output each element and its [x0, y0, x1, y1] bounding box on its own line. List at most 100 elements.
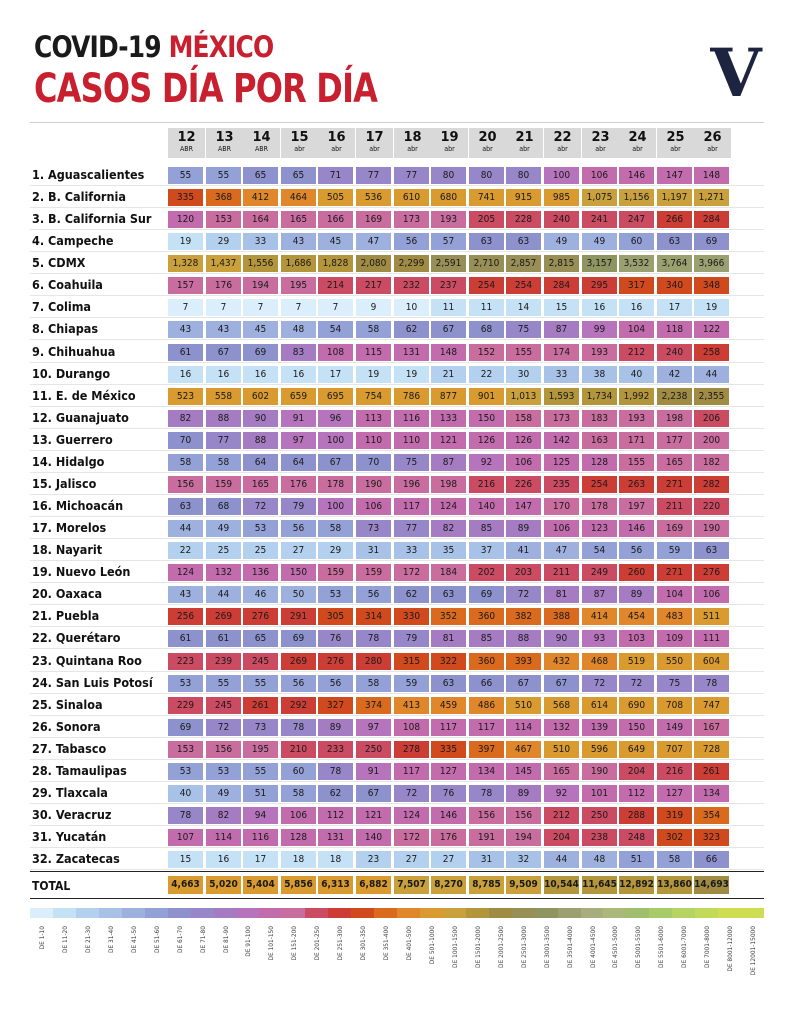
data-cell: 558 [206, 388, 241, 405]
data-cell: 55 [243, 763, 278, 780]
data-cell: 88 [243, 432, 278, 449]
data-cell: 276 [694, 564, 729, 581]
data-cell: 610 [394, 189, 429, 206]
data-cell: 169 [356, 211, 391, 228]
legend-swatch [535, 908, 558, 918]
data-cell: 78 [469, 785, 504, 802]
legend-text: DE 11-20 [61, 926, 69, 954]
date-day: 25 [666, 130, 685, 145]
data-cell: 596 [582, 741, 617, 758]
data-cell: 153 [206, 211, 241, 228]
data-cell: 250 [356, 741, 391, 758]
data-cell: 172 [394, 564, 429, 581]
data-cell: 140 [469, 498, 504, 515]
row-divider [30, 207, 764, 208]
date-month: abr [595, 145, 606, 153]
data-cell: 146 [619, 167, 654, 184]
legend-swatch [718, 908, 741, 918]
data-cell: 261 [694, 763, 729, 780]
data-cell: 202 [469, 564, 504, 581]
data-cell: 92 [469, 454, 504, 471]
data-cell: 248 [619, 829, 654, 846]
legend-label: DE 151-200 [282, 926, 304, 1002]
date-day: 21 [515, 130, 534, 145]
data-cell: 368 [206, 189, 241, 206]
date-day: 13 [215, 130, 234, 145]
data-cell: 63 [469, 233, 504, 250]
data-cell: 276 [318, 653, 353, 670]
date-header: 18 abr [394, 128, 431, 158]
data-cell: 49 [544, 233, 579, 250]
data-cell: 126 [506, 432, 541, 449]
data-cell: 117 [431, 719, 466, 736]
data-cell: 58 [281, 785, 316, 802]
data-cell: 412 [243, 189, 278, 206]
data-cell: 146 [619, 520, 654, 537]
data-cell: 217 [356, 277, 391, 294]
data-cell: 2,710 [469, 255, 504, 272]
legend-label: DE 3501-4000 [558, 926, 580, 1002]
data-cell: 82 [431, 520, 466, 537]
data-cell: 29 [206, 233, 241, 250]
data-cell: 69 [694, 233, 729, 250]
data-cell: 78 [356, 630, 391, 647]
data-cell: 30 [506, 366, 541, 383]
legend-swatch [695, 908, 718, 918]
data-cell: 510 [544, 741, 579, 758]
data-cell: 132 [206, 564, 241, 581]
data-cell: 58 [356, 321, 391, 338]
legend-text: DE 8001-12000 [726, 926, 734, 972]
data-cell: 127 [657, 785, 692, 802]
date-month: ABR [254, 145, 268, 153]
state-label: 4. Campeche [32, 233, 114, 248]
data-cell: 150 [281, 564, 316, 581]
data-cell: 223 [168, 653, 203, 670]
data-cell: 55 [168, 167, 203, 184]
data-cell: 165 [243, 476, 278, 493]
legend-label: DE 501-1000 [420, 926, 442, 1002]
row-divider [30, 582, 764, 583]
row-divider [30, 560, 764, 561]
date-month: abr [482, 145, 493, 153]
data-cell: 81 [431, 630, 466, 647]
data-cell: 459 [431, 697, 466, 714]
data-cell: 315 [394, 653, 429, 670]
data-cell: 131 [318, 829, 353, 846]
state-label: 7. Colima [32, 299, 91, 314]
legend-label: DE 61-70 [168, 926, 190, 1002]
data-cell: 177 [657, 432, 692, 449]
data-cell: 104 [619, 321, 654, 338]
data-cell: 16 [281, 366, 316, 383]
data-cell: 254 [469, 277, 504, 294]
data-cell: 335 [431, 741, 466, 758]
data-cell: 101 [582, 785, 617, 802]
data-cell: 159 [356, 564, 391, 581]
row-divider [30, 869, 764, 870]
date-day: 26 [703, 130, 722, 145]
data-cell: 48 [281, 321, 316, 338]
total-cell: 8,270 [431, 876, 466, 894]
date-header: 26 abr [694, 128, 731, 158]
data-cell: 291 [281, 608, 316, 625]
legend-text: DE 1501-2000 [474, 926, 482, 968]
data-cell: 94 [243, 807, 278, 824]
legend-swatch [558, 908, 581, 918]
data-cell: 153 [168, 741, 203, 758]
v-logo-icon: V [709, 40, 763, 104]
legend-label: DE 7001-8000 [695, 926, 717, 1002]
data-cell: 245 [206, 697, 241, 714]
data-cell: 191 [469, 829, 504, 846]
data-cell: 190 [356, 476, 391, 493]
data-cell: 11 [469, 299, 504, 316]
legend-swatch [168, 908, 191, 918]
data-cell: 269 [281, 653, 316, 670]
data-cell: 2,815 [544, 255, 579, 272]
data-cell: 3,532 [619, 255, 654, 272]
data-cell: 1,271 [694, 189, 729, 206]
data-cell: 7 [318, 299, 353, 316]
state-label: 1. Aguascalientes [32, 167, 145, 182]
data-cell: 649 [619, 741, 654, 758]
data-cell: 9 [356, 299, 391, 316]
data-cell: 100 [544, 167, 579, 184]
data-cell: 159 [206, 476, 241, 493]
